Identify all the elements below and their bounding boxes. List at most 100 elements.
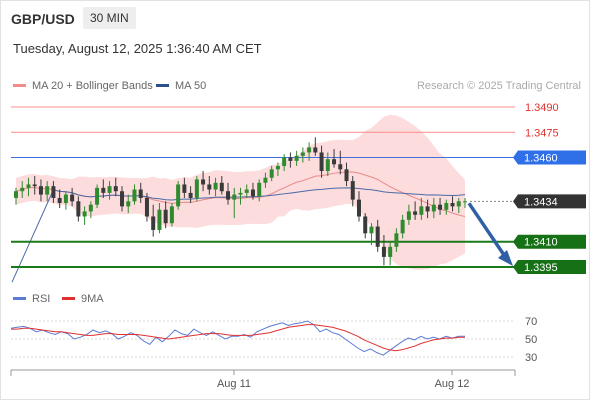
candle-body xyxy=(51,186,56,198)
candle-body xyxy=(369,226,374,234)
ma9-swatch xyxy=(62,296,75,300)
candle-body xyxy=(356,199,361,217)
candle-body xyxy=(20,187,25,192)
research-credit: Research © 2025 Trading Central xyxy=(416,80,581,92)
candle-body xyxy=(238,192,243,195)
x-tick-label: Aug 11 xyxy=(217,378,251,390)
candle-body xyxy=(157,209,162,230)
candle-body xyxy=(431,204,436,212)
ma50-line xyxy=(11,187,466,283)
candle-body xyxy=(32,184,37,187)
rsi-ma9-line xyxy=(11,324,465,352)
candle-body xyxy=(38,186,43,195)
candle-body xyxy=(14,191,18,198)
candle-body xyxy=(101,187,106,193)
rsi-line xyxy=(10,320,465,356)
forecast-arrow-head xyxy=(498,250,513,266)
candle-body xyxy=(400,219,405,234)
timestamp: Tuesday, August 12, 2025 1:36:40 AM CET xyxy=(13,41,262,56)
candle-body xyxy=(63,194,68,203)
level-label-1.3410: 1.3410 xyxy=(524,237,558,249)
candle-body xyxy=(88,204,93,212)
candle-body xyxy=(232,194,237,200)
candle-body xyxy=(444,203,449,210)
legend-ma20-label: MA 20 + Bollinger Bands xyxy=(32,80,153,92)
candle-body xyxy=(282,157,287,166)
level-tag-1.3434 xyxy=(513,194,586,209)
candle-body xyxy=(344,169,349,182)
candle-body xyxy=(294,155,299,161)
candle-body xyxy=(406,211,411,220)
candle-body xyxy=(275,165,280,170)
candle-body xyxy=(213,182,218,190)
candle-body xyxy=(126,201,131,207)
candle-body xyxy=(138,189,143,198)
level-label-1.3395: 1.3395 xyxy=(524,262,558,274)
legend-ma20: MA 20 + Bollinger Bands xyxy=(13,80,153,92)
candle-body xyxy=(107,186,112,193)
candle-body xyxy=(463,201,467,203)
candle-body xyxy=(381,246,386,257)
candle-body xyxy=(350,181,355,200)
candle-body xyxy=(226,191,231,200)
rsi-tick-30: 30 xyxy=(525,352,537,364)
candle-body xyxy=(338,164,343,170)
legend-ma50: MA 50 xyxy=(156,80,206,92)
legend-rsi-label: RSI xyxy=(32,293,51,305)
level-tag-1.3460 xyxy=(513,150,586,165)
candle-body xyxy=(188,192,193,198)
legend-ma9-label: 9MA xyxy=(81,293,104,305)
candle-body xyxy=(169,206,174,224)
candle-body xyxy=(76,201,81,217)
candle-body xyxy=(394,233,399,247)
candle-body xyxy=(438,204,443,210)
ma50-swatch xyxy=(156,83,169,87)
candle-body xyxy=(456,201,461,207)
candle-body xyxy=(388,246,393,257)
candle-body xyxy=(176,184,181,207)
level-tag-1.3395 xyxy=(513,260,586,274)
candle-body xyxy=(363,216,368,234)
candle-body xyxy=(82,211,87,217)
rsi-tick-70: 70 xyxy=(525,316,537,328)
level-label-1.3434: 1.3434 xyxy=(524,196,558,208)
candle-body xyxy=(269,169,274,178)
candle-body xyxy=(163,209,168,224)
candle-body xyxy=(182,184,187,193)
candle-body xyxy=(332,159,337,165)
candle-body xyxy=(219,182,224,192)
candle-body xyxy=(450,203,455,207)
forecast-arrow-shaft xyxy=(467,202,506,256)
level-label-1.3475: 1.3475 xyxy=(525,127,559,139)
level-label-1.3460: 1.3460 xyxy=(524,153,558,165)
level-label-1.3490: 1.3490 xyxy=(525,102,559,114)
rsi-tick-50: 50 xyxy=(525,334,537,346)
candle-body xyxy=(144,197,149,217)
candle-body xyxy=(244,189,249,193)
timeframe-badge[interactable]: 30 MIN xyxy=(83,7,136,29)
legend-rsi: RSI xyxy=(13,293,50,305)
chart-header: GBP/USD 30 MIN xyxy=(0,0,590,36)
candle-body xyxy=(113,186,118,192)
ma20-swatch xyxy=(13,83,26,87)
candle-body xyxy=(57,197,62,203)
instrument-title: GBP/USD xyxy=(11,11,75,27)
candle-body xyxy=(313,147,318,153)
candle-body xyxy=(288,157,293,161)
candle-body xyxy=(151,216,156,230)
candle-body xyxy=(263,177,268,183)
candle-body xyxy=(300,152,305,156)
candle-body xyxy=(325,159,330,171)
candle-body xyxy=(413,211,418,215)
x-tick-label: Aug 12 xyxy=(435,378,470,390)
candle-body xyxy=(201,179,206,185)
candle-body xyxy=(194,179,199,198)
candle-body xyxy=(45,186,50,195)
candle-body xyxy=(425,206,430,212)
candle-body xyxy=(319,152,324,171)
candle-body xyxy=(207,184,212,190)
candle-body xyxy=(375,226,380,247)
candle-body xyxy=(120,191,125,207)
candle-body xyxy=(95,187,100,205)
